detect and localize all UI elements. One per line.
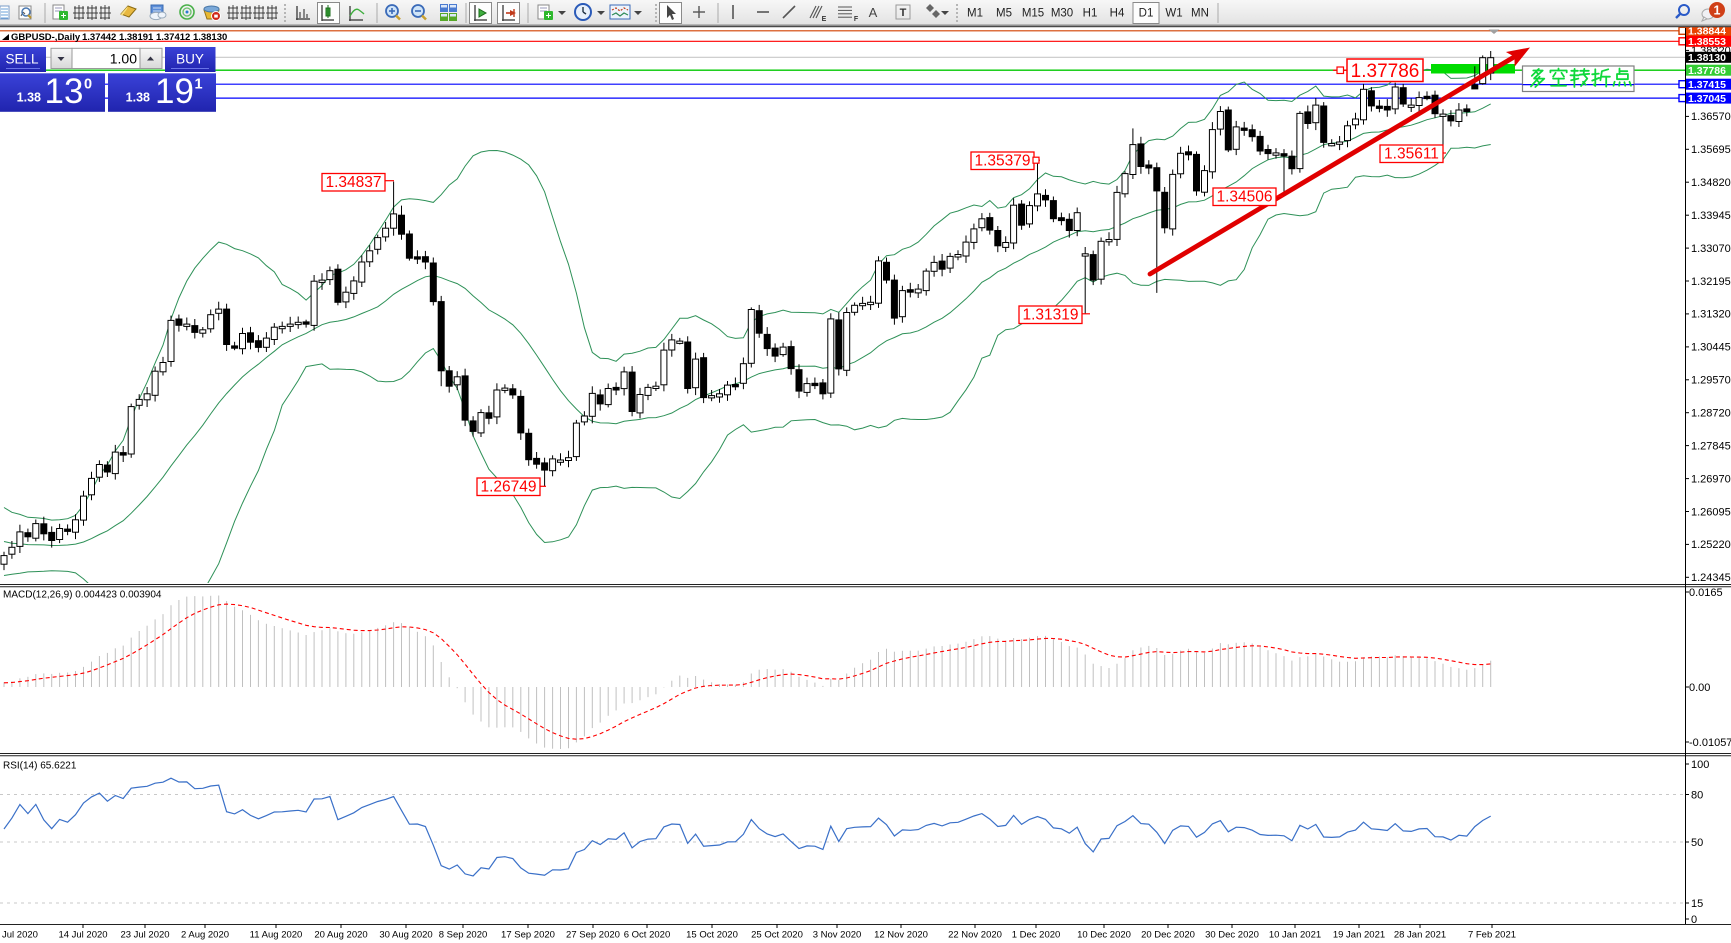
svg-text:20 Aug 2020: 20 Aug 2020 — [314, 930, 367, 941]
svg-text:M15: M15 — [1022, 8, 1044, 20]
svg-text:F: F — [854, 16, 859, 23]
svg-text:E: E — [822, 16, 827, 23]
svg-text:50: 50 — [1691, 837, 1703, 849]
svg-text:15: 15 — [1691, 898, 1703, 910]
svg-text:1: 1 — [1714, 4, 1721, 18]
svg-text:1.35695: 1.35695 — [1691, 144, 1731, 156]
svg-text:1: 1 — [195, 77, 203, 93]
svg-text:1.36570: 1.36570 — [1691, 111, 1731, 123]
svg-text:23 Jul 2020: 23 Jul 2020 — [120, 930, 169, 941]
svg-text:1.37442 1.38191 1.37412 1.3813: 1.37442 1.38191 1.37412 1.38130 — [82, 32, 227, 43]
svg-text:1.33945: 1.33945 — [1691, 210, 1731, 222]
svg-text:Jul 2020: Jul 2020 — [2, 930, 38, 941]
svg-text:1.34837: 1.34837 — [325, 174, 381, 191]
svg-text:10 Dec 2020: 10 Dec 2020 — [1077, 930, 1131, 941]
svg-text:1.25220: 1.25220 — [1691, 539, 1731, 551]
svg-text:0: 0 — [1691, 914, 1697, 926]
svg-text:20 Dec 2020: 20 Dec 2020 — [1141, 930, 1195, 941]
svg-text:1.26095: 1.26095 — [1691, 506, 1731, 518]
svg-text:19: 19 — [155, 72, 194, 111]
svg-text:SELL: SELL — [5, 52, 39, 67]
svg-text:T: T — [900, 7, 907, 19]
svg-text:MACD(12,26,9) 0.004423 0.00390: MACD(12,26,9) 0.004423 0.003904 — [3, 590, 162, 601]
svg-text:0.00: 0.00 — [1689, 682, 1710, 694]
svg-text:M30: M30 — [1051, 8, 1073, 20]
svg-text:1.29570: 1.29570 — [1691, 375, 1731, 387]
svg-text:1 Dec 2020: 1 Dec 2020 — [1012, 930, 1061, 941]
svg-text:28 Jan 2021: 28 Jan 2021 — [1394, 930, 1446, 941]
svg-text:1.37045: 1.37045 — [1688, 93, 1726, 105]
svg-text:25 Oct 2020: 25 Oct 2020 — [751, 930, 803, 941]
svg-text:1.34820: 1.34820 — [1691, 177, 1731, 189]
svg-text:11 Aug 2020: 11 Aug 2020 — [250, 930, 303, 941]
svg-text:1.37786: 1.37786 — [1351, 61, 1420, 82]
svg-text:15 Oct 2020: 15 Oct 2020 — [686, 930, 738, 941]
svg-text:30 Dec 2020: 30 Dec 2020 — [1205, 930, 1259, 941]
svg-text:RSI(14) 65.6221: RSI(14) 65.6221 — [3, 761, 77, 772]
svg-text:BUY: BUY — [176, 52, 204, 67]
svg-text:14 Jul 2020: 14 Jul 2020 — [58, 930, 107, 941]
svg-text:13: 13 — [45, 72, 84, 111]
svg-text:1.38844: 1.38844 — [1688, 26, 1726, 38]
svg-text:1.37415: 1.37415 — [1688, 79, 1726, 91]
svg-text:22 Nov 2020: 22 Nov 2020 — [948, 930, 1002, 941]
svg-text:3 Nov 2020: 3 Nov 2020 — [813, 930, 862, 941]
svg-text:1.31319: 1.31319 — [1022, 307, 1078, 324]
svg-text:1.00: 1.00 — [110, 50, 137, 66]
svg-text:H4: H4 — [1110, 8, 1125, 20]
svg-text:1.38553: 1.38553 — [1688, 36, 1726, 48]
svg-text:W1: W1 — [1165, 8, 1182, 20]
svg-text:10 Jan 2021: 10 Jan 2021 — [1269, 930, 1321, 941]
svg-text:19 Jan 2021: 19 Jan 2021 — [1333, 930, 1385, 941]
svg-text:2 Aug 2020: 2 Aug 2020 — [181, 930, 229, 941]
svg-text:8 Sep 2020: 8 Sep 2020 — [439, 930, 488, 941]
svg-text:MN: MN — [1191, 8, 1209, 20]
svg-text:1.35611: 1.35611 — [1384, 146, 1439, 163]
svg-text:1.26970: 1.26970 — [1691, 473, 1731, 485]
svg-text:7 Feb 2021: 7 Feb 2021 — [1468, 930, 1516, 941]
svg-text:100: 100 — [1691, 759, 1709, 771]
svg-text:12 Nov 2020: 12 Nov 2020 — [874, 930, 928, 941]
svg-text:30 Aug 2020: 30 Aug 2020 — [379, 930, 432, 941]
svg-text:1.24345: 1.24345 — [1691, 572, 1731, 584]
svg-text:1.38130: 1.38130 — [1688, 52, 1726, 64]
svg-text:17 Sep 2020: 17 Sep 2020 — [501, 930, 555, 941]
svg-text:1.33070: 1.33070 — [1691, 243, 1731, 255]
svg-text:D1: D1 — [1139, 8, 1154, 20]
svg-text:H1: H1 — [1083, 8, 1098, 20]
svg-text:1.38: 1.38 — [17, 91, 41, 105]
svg-text:1.38: 1.38 — [126, 91, 150, 105]
svg-text:M5: M5 — [996, 8, 1012, 20]
svg-text:GBPUSD-,Daily: GBPUSD-,Daily — [11, 32, 81, 43]
svg-text:1.28720: 1.28720 — [1691, 408, 1731, 420]
svg-text:6 Oct 2020: 6 Oct 2020 — [624, 930, 670, 941]
svg-text:1.35379: 1.35379 — [974, 153, 1030, 170]
svg-text:0: 0 — [84, 77, 92, 93]
svg-text:1.34506: 1.34506 — [1216, 189, 1272, 206]
svg-text:1.27845: 1.27845 — [1691, 440, 1731, 452]
svg-text:1.37786: 1.37786 — [1688, 65, 1726, 77]
svg-text:80: 80 — [1691, 789, 1703, 801]
svg-text:0.0165: 0.0165 — [1689, 587, 1723, 599]
svg-text:27 Sep 2020: 27 Sep 2020 — [566, 930, 620, 941]
svg-text:1.30445: 1.30445 — [1691, 342, 1731, 354]
svg-text:1.31320: 1.31320 — [1691, 309, 1731, 321]
svg-text:M1: M1 — [967, 8, 983, 20]
svg-text:A: A — [869, 5, 878, 20]
svg-text:1.26749: 1.26749 — [480, 479, 536, 496]
svg-text:1.32195: 1.32195 — [1691, 276, 1731, 288]
